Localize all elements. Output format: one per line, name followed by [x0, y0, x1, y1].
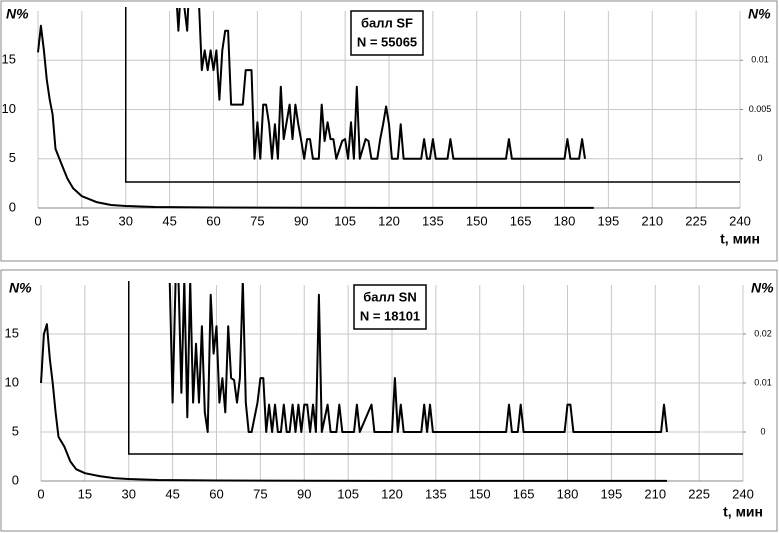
x-tick-label: 180: [554, 213, 576, 228]
panel-frame: [0, 269, 778, 532]
x-tick-label: 210: [644, 486, 666, 501]
annotation-box: [350, 10, 424, 56]
x-tick-label: 0: [34, 213, 41, 228]
series-line: [168, 283, 668, 433]
x-tick-label: 165: [513, 486, 535, 501]
inset-frame: [125, 7, 740, 183]
x-tick-label: 225: [685, 213, 707, 228]
y-tick-label: 10: [2, 101, 16, 116]
series-line: [37, 24, 594, 209]
x-tick-label: 120: [378, 213, 400, 228]
y-axis-label: N%: [6, 6, 29, 22]
x-tick-label: 15: [75, 213, 89, 228]
y2-tick-label: 0.01: [754, 377, 772, 387]
x-tick-label: 210: [641, 213, 663, 228]
y2-tick-label: 0: [760, 426, 765, 436]
x-tick-label: 240: [732, 486, 754, 501]
x-tick-label: 30: [122, 486, 136, 501]
annotation: балл SN: [363, 289, 416, 304]
y-tick-label: 15: [2, 52, 16, 67]
x-tick-label: 240: [729, 213, 751, 228]
y2-axis-label: N%: [751, 280, 774, 296]
x-tick-label: 90: [294, 213, 308, 228]
x-tick-label: 180: [557, 486, 579, 501]
x-tick-label: 0: [37, 486, 44, 501]
annotation-box: [353, 284, 427, 330]
x-axis-label: t, мин: [723, 504, 763, 520]
y-tick-label: 5: [9, 150, 16, 165]
x-tick-label: 60: [206, 213, 220, 228]
x-axis-label: t, мин: [720, 231, 760, 247]
x-tick-label: 225: [688, 486, 710, 501]
y2-axis-label: N%: [748, 6, 771, 22]
inset-frame: [128, 281, 743, 455]
y-tick-label: 10: [5, 374, 19, 389]
series-line: [40, 323, 667, 482]
series-line: [176, 8, 586, 160]
x-tick-label: 75: [253, 486, 267, 501]
y-axis-label: N%: [9, 280, 32, 296]
annotation: балл SF: [361, 15, 413, 30]
x-tick-label: 60: [209, 486, 223, 501]
y-tick-label: 15: [5, 325, 19, 340]
x-tick-label: 135: [425, 486, 447, 501]
x-tick-label: 30: [119, 213, 133, 228]
x-tick-label: 105: [337, 486, 359, 501]
x-tick-label: 45: [162, 213, 176, 228]
y-tick-label: 0: [12, 472, 19, 487]
x-tick-label: 135: [422, 213, 444, 228]
x-tick-label: 105: [334, 213, 356, 228]
x-tick-label: 150: [469, 486, 491, 501]
annotation: N = 18101: [360, 308, 420, 323]
panel-frame: [0, 0, 778, 262]
x-tick-label: 150: [466, 213, 488, 228]
x-tick-label: 195: [598, 213, 620, 228]
annotation: N = 55065: [357, 34, 417, 49]
x-tick-label: 165: [510, 213, 532, 228]
y2-tick-label: 0: [757, 153, 762, 163]
y2-tick-label: 0.005: [749, 104, 772, 114]
x-tick-label: 90: [297, 486, 311, 501]
x-tick-label: 45: [165, 486, 179, 501]
x-tick-label: 75: [250, 213, 264, 228]
y-tick-label: 0: [9, 199, 16, 214]
x-tick-label: 120: [381, 486, 403, 501]
y2-tick-label: 0.02: [754, 328, 772, 338]
y-tick-label: 5: [12, 423, 19, 438]
x-tick-label: 195: [601, 486, 623, 501]
y2-tick-label: 0.01: [751, 55, 769, 65]
x-tick-label: 15: [78, 486, 92, 501]
